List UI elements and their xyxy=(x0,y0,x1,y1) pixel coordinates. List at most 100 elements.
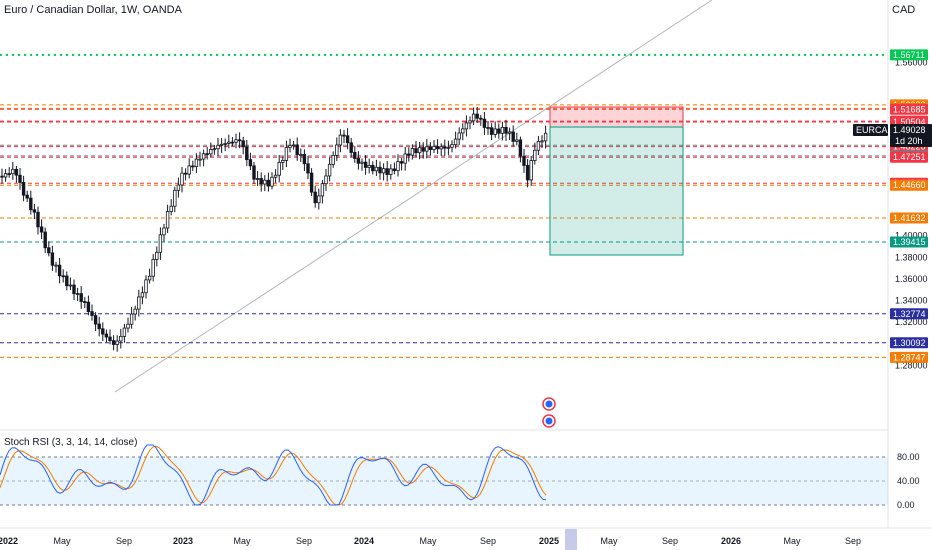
candle xyxy=(237,132,242,149)
level-badge: 1.28747 xyxy=(890,351,928,363)
candle xyxy=(155,246,159,267)
stoch-d-line xyxy=(0,445,547,506)
level-badge-label: 1.50504 xyxy=(893,117,926,127)
level-badge: 1.47251 xyxy=(890,151,928,163)
candle xyxy=(14,165,19,183)
candle xyxy=(129,306,134,329)
stop-loss-zone[interactable] xyxy=(549,106,684,128)
candle xyxy=(288,138,292,153)
time-label: Sep xyxy=(116,536,132,546)
price-tick-label: 1.56000 xyxy=(895,58,928,68)
event-marker-1[interactable] xyxy=(542,397,556,411)
candle xyxy=(11,162,15,180)
candle xyxy=(381,163,386,181)
candle xyxy=(453,131,458,149)
candle xyxy=(529,155,533,187)
level-badge: 1.39415 xyxy=(890,236,928,248)
candle xyxy=(147,268,152,284)
level-badge-label: 1.39415 xyxy=(893,237,926,247)
candle xyxy=(525,159,530,188)
candle xyxy=(324,168,328,191)
candle xyxy=(126,317,130,333)
trend-line[interactable] xyxy=(114,0,713,393)
candle xyxy=(392,162,397,175)
candle xyxy=(320,179,325,204)
candle xyxy=(191,160,195,172)
candle xyxy=(335,137,339,162)
price-tick-label: 1.40000 xyxy=(895,231,928,241)
level-badge-label: 1.32774 xyxy=(893,309,926,319)
candle xyxy=(259,172,263,192)
candle xyxy=(255,171,260,186)
candle xyxy=(133,305,137,321)
candle xyxy=(349,137,353,157)
candle xyxy=(277,155,281,183)
candle xyxy=(371,161,375,175)
symbol-name: EURCAD xyxy=(856,125,895,135)
time-label: May xyxy=(600,536,618,546)
candle xyxy=(108,329,112,345)
candle xyxy=(227,134,231,149)
level-badge-label: 1.47251 xyxy=(893,152,926,162)
candle xyxy=(158,227,163,260)
candle xyxy=(266,172,271,192)
time-label: May xyxy=(783,536,801,546)
candle xyxy=(230,136,235,147)
candle xyxy=(245,140,249,166)
candle xyxy=(198,151,202,167)
candle xyxy=(417,141,422,160)
time-label: Sep xyxy=(296,536,312,546)
candle xyxy=(515,132,519,146)
candle xyxy=(47,241,51,257)
candle xyxy=(151,254,155,282)
candle xyxy=(50,245,55,271)
time-label: 2025 xyxy=(539,536,559,546)
chart-title: Euro / Canadian Dollar, 1W, OANDA xyxy=(4,4,182,16)
candle xyxy=(464,115,469,137)
candle xyxy=(61,269,65,283)
candle xyxy=(504,119,508,141)
time-axis: 2022 May Sep 2023 May Sep 2024 May Sep 2025 May Sep… xyxy=(0,536,861,546)
price-tick-label: 1.38000 xyxy=(895,252,928,262)
candle xyxy=(54,261,58,273)
candle xyxy=(7,167,11,178)
stoch-axis-ticks: 80.00 40.00 0.00 xyxy=(897,452,920,510)
candle xyxy=(291,140,296,150)
time-label: Sep xyxy=(480,536,496,546)
candle xyxy=(457,127,461,146)
last-price: 1.49028 xyxy=(893,125,926,135)
level-badge-label: 1.44660 xyxy=(893,180,926,190)
candle xyxy=(39,219,44,240)
time-label: 2022 xyxy=(0,536,18,546)
take-profit-zone[interactable] xyxy=(549,126,684,256)
candle xyxy=(507,127,512,141)
candle xyxy=(475,106,479,123)
candle xyxy=(493,121,497,138)
candle xyxy=(270,172,274,190)
price-tick-label: 1.28000 xyxy=(895,360,928,370)
price-axis[interactable] xyxy=(888,0,932,550)
level-badge: 1.44660 xyxy=(890,179,928,191)
candle xyxy=(363,155,368,175)
candle xyxy=(104,329,109,343)
symbol-price-badge[interactable]: EURCAD 1.49028 1d 20h xyxy=(853,124,932,147)
candle xyxy=(479,114,483,126)
candle xyxy=(345,128,350,150)
candle xyxy=(219,138,224,153)
price-tick-label: 1.32000 xyxy=(895,317,928,327)
candle xyxy=(111,335,116,351)
time-label: 2026 xyxy=(721,536,741,546)
price-pane[interactable] xyxy=(0,0,888,430)
candle xyxy=(403,146,407,171)
bar-countdown: 1d 20h xyxy=(895,136,923,146)
candle xyxy=(302,149,307,172)
candle xyxy=(331,151,335,168)
event-marker-2[interactable] xyxy=(542,414,556,428)
stoch-rsi-label[interactable]: Stoch RSI (3, 3, 14, 14, close) xyxy=(4,437,138,448)
candle xyxy=(522,148,526,173)
candle xyxy=(273,169,278,183)
candle xyxy=(101,322,105,342)
candle xyxy=(482,111,487,135)
candle xyxy=(25,190,29,203)
